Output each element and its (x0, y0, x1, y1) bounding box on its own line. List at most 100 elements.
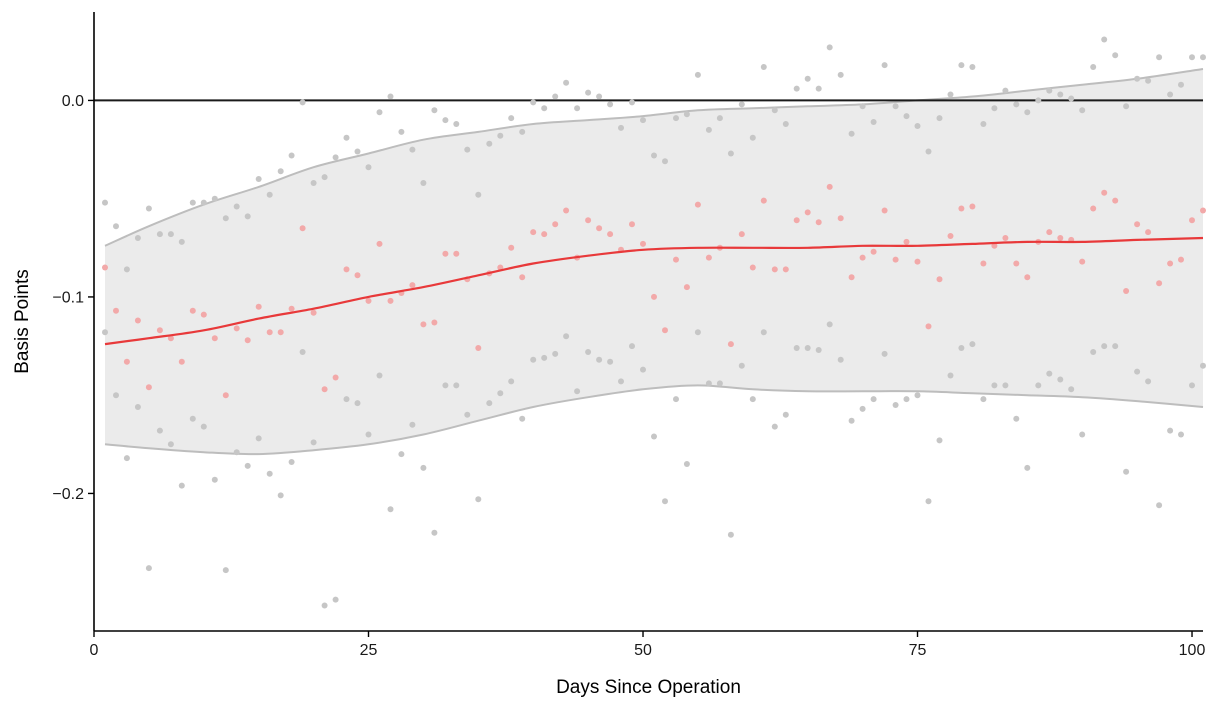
data-point (102, 264, 108, 271)
data-point (804, 75, 811, 82)
data-point (1123, 103, 1130, 110)
data-point (673, 256, 679, 263)
data-point (1057, 91, 1064, 98)
data-point (629, 221, 635, 228)
data-point (420, 464, 427, 471)
data-point (266, 191, 273, 198)
data-point (530, 99, 537, 106)
data-point (837, 71, 844, 78)
data-point (1046, 87, 1053, 94)
data-point (189, 307, 196, 314)
data-point (563, 333, 570, 340)
data-point (1123, 468, 1130, 475)
data-point (969, 341, 976, 348)
data-point (552, 93, 559, 100)
data-point (782, 266, 789, 273)
data-point (123, 266, 130, 273)
data-point (727, 341, 734, 348)
data-point (211, 195, 218, 202)
x-tick-label: 100 (1179, 642, 1206, 659)
x-tick-label: 50 (634, 642, 652, 659)
data-point (673, 396, 679, 403)
data-point (991, 105, 998, 112)
data-point (629, 343, 635, 350)
data-point (1090, 64, 1097, 70)
data-point (343, 134, 350, 141)
data-point (815, 347, 822, 353)
data-point (1189, 217, 1195, 224)
data-point (332, 374, 339, 381)
data-point (1178, 256, 1184, 263)
data-point (1002, 235, 1009, 241)
data-point (530, 356, 537, 363)
data-point (497, 390, 504, 397)
data-point (903, 396, 910, 403)
data-point (113, 223, 119, 230)
data-point (211, 335, 218, 342)
data-point (167, 231, 174, 238)
data-point (288, 152, 295, 159)
data-point (771, 266, 778, 273)
data-point (332, 596, 339, 603)
data-point (1024, 274, 1031, 281)
y-tick-label: −0.2 (52, 486, 84, 503)
data-point (980, 396, 987, 403)
data-point (969, 64, 976, 70)
data-point (1035, 382, 1042, 389)
data-point (475, 345, 482, 351)
y-tick-label: 0.0 (62, 93, 84, 110)
data-point (1167, 260, 1174, 267)
data-point (1145, 77, 1152, 84)
data-point (936, 276, 943, 283)
data-point (255, 176, 262, 182)
data-point (299, 99, 306, 106)
data-point (266, 329, 273, 336)
data-point (552, 221, 559, 228)
data-point (892, 256, 899, 263)
data-point (914, 392, 921, 399)
data-point (705, 126, 712, 133)
data-point (1068, 95, 1075, 102)
data-point (1134, 75, 1141, 82)
y-axis-title: Basis Points (12, 269, 33, 374)
data-point (310, 439, 317, 446)
data-point (1189, 382, 1195, 389)
data-point (1167, 91, 1174, 98)
data-point (354, 272, 361, 279)
data-point (310, 180, 317, 186)
data-point (804, 209, 811, 216)
data-point (574, 388, 581, 395)
data-point (760, 64, 767, 70)
data-point (1178, 431, 1184, 438)
data-point (321, 602, 328, 609)
confidence-band-upper (104, 68, 1204, 247)
data-point (1013, 101, 1020, 108)
data-point (694, 201, 701, 208)
data-point (596, 225, 603, 232)
data-point (321, 174, 328, 181)
data-point (1134, 368, 1141, 375)
data-point (387, 506, 394, 513)
data-point (1200, 207, 1206, 214)
data-point (683, 284, 690, 291)
data-point (398, 128, 405, 135)
data-point (662, 158, 668, 165)
data-point (1068, 386, 1075, 393)
data-point (431, 319, 438, 326)
data-point (640, 117, 646, 124)
data-point (398, 451, 405, 458)
data-point (1200, 54, 1206, 61)
data-point (1024, 109, 1031, 116)
data-point (683, 461, 690, 467)
data-point (244, 462, 251, 469)
data-point (925, 498, 932, 505)
data-point (277, 492, 284, 499)
data-point (782, 411, 789, 418)
data-point (947, 91, 954, 98)
data-point (1002, 382, 1009, 389)
data-point (420, 321, 427, 328)
data-point (222, 215, 229, 222)
data-point (102, 329, 108, 336)
confidence-band-layer (104, 68, 1204, 456)
data-point (958, 62, 965, 69)
